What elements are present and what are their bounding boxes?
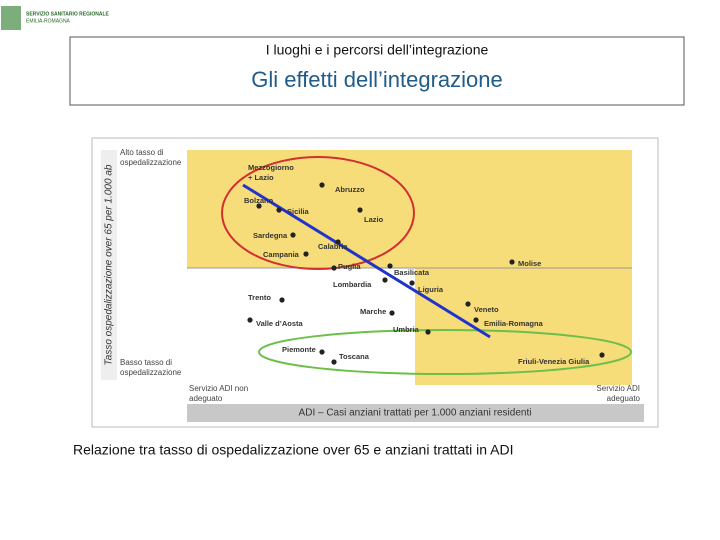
trend-line bbox=[242, 183, 491, 339]
right-label-box: Servizio ADI adeguato bbox=[596, 384, 640, 403]
region-dot bbox=[331, 265, 337, 271]
region-dot bbox=[473, 317, 479, 323]
logo-line1: SERVIZIO SANITARIO REGIONALE bbox=[26, 11, 110, 17]
region-label: Lombardia bbox=[333, 280, 372, 289]
region-label: Toscana bbox=[339, 352, 370, 361]
region-label: Campania bbox=[263, 250, 300, 259]
region-label: Molise bbox=[518, 259, 541, 268]
region-label: Puglia bbox=[338, 262, 361, 271]
x-axis-label: ADI – Casi anziani trattati per 1.000 an… bbox=[299, 408, 532, 419]
caption: Relazione tra tasso di ospedalizzazione … bbox=[73, 442, 513, 458]
header-title: Gli effetti dell’integrazione bbox=[251, 67, 503, 92]
logo: SERVIZIO SANITARIO REGIONALE EMILIA-ROMA… bbox=[1, 6, 110, 30]
region-label: Piemonte bbox=[282, 345, 316, 354]
region-label: Veneto bbox=[474, 305, 499, 314]
y-axis-band bbox=[101, 150, 117, 380]
region-dot bbox=[331, 359, 337, 365]
group-label: + Lazio bbox=[248, 173, 274, 182]
y-axis-label: Tasso ospedalizzazione over 65 per 1.000… bbox=[104, 164, 115, 365]
region-dot bbox=[389, 310, 395, 316]
region-label: Lazio bbox=[364, 215, 384, 224]
region-dot bbox=[387, 263, 393, 269]
region-label: Friuli-Venezia Giulia bbox=[518, 357, 590, 366]
region-dot bbox=[425, 329, 431, 335]
region-label: Umbria bbox=[393, 325, 420, 334]
region-label: Liguria bbox=[418, 285, 444, 294]
region-label: Valle d’Aosta bbox=[256, 319, 304, 328]
header-subtitle: I luoghi e i percorsi dell’integrazione bbox=[266, 42, 489, 58]
region-dot bbox=[256, 203, 262, 209]
region-label: Sardegna bbox=[253, 231, 288, 240]
region-dot bbox=[335, 239, 341, 245]
region-dot bbox=[319, 349, 325, 355]
figure: Tasso ospedalizzazione over 65 per 1.000… bbox=[91, 137, 659, 428]
region-label: Marche bbox=[360, 307, 386, 316]
header-box bbox=[69, 36, 685, 106]
red-ellipse bbox=[221, 156, 415, 270]
logo-icon bbox=[1, 6, 21, 30]
quadrant-top bbox=[187, 150, 632, 268]
logo-line2: EMILIA-ROMAGNA bbox=[26, 18, 71, 24]
top-label: Alto tasso di ospedalizzazione bbox=[120, 148, 182, 167]
x-axis-band bbox=[187, 404, 644, 422]
region-dot bbox=[357, 207, 363, 213]
region-dot bbox=[279, 297, 285, 303]
region-dot bbox=[599, 352, 605, 358]
left-label-box: Servizio ADI non adeguato bbox=[189, 384, 249, 403]
region-dot bbox=[319, 182, 325, 188]
region-label: Bolzano bbox=[244, 196, 274, 205]
region-dot bbox=[465, 301, 471, 307]
region-label: Abruzzo bbox=[335, 185, 365, 194]
region-label: Basilicata bbox=[394, 268, 430, 277]
region-label: Emilia-Romagna bbox=[484, 319, 544, 328]
bottom-label: Basso tasso di ospedalizzazione bbox=[120, 358, 182, 377]
region-dot bbox=[509, 259, 515, 265]
region-label: Calabria bbox=[318, 242, 348, 251]
region-label: Sicilia bbox=[287, 207, 310, 216]
right-label: Servizio ADI adeguato bbox=[596, 384, 640, 403]
region-label: Trento bbox=[248, 293, 271, 302]
green-ellipse bbox=[258, 329, 632, 375]
region-dot bbox=[247, 317, 253, 323]
group-label: Mezzogiorno bbox=[248, 163, 294, 172]
top-label-box: Alto tasso di ospedalizzazione bbox=[120, 148, 182, 167]
region-dot bbox=[409, 280, 415, 286]
left-label: Servizio ADI non adeguato bbox=[189, 384, 249, 403]
region-dot bbox=[290, 232, 296, 238]
region-dot bbox=[276, 207, 282, 213]
bottom-label-box: Basso tasso di ospedalizzazione bbox=[120, 358, 182, 377]
region-dot bbox=[303, 251, 309, 257]
region-dot bbox=[382, 277, 388, 283]
